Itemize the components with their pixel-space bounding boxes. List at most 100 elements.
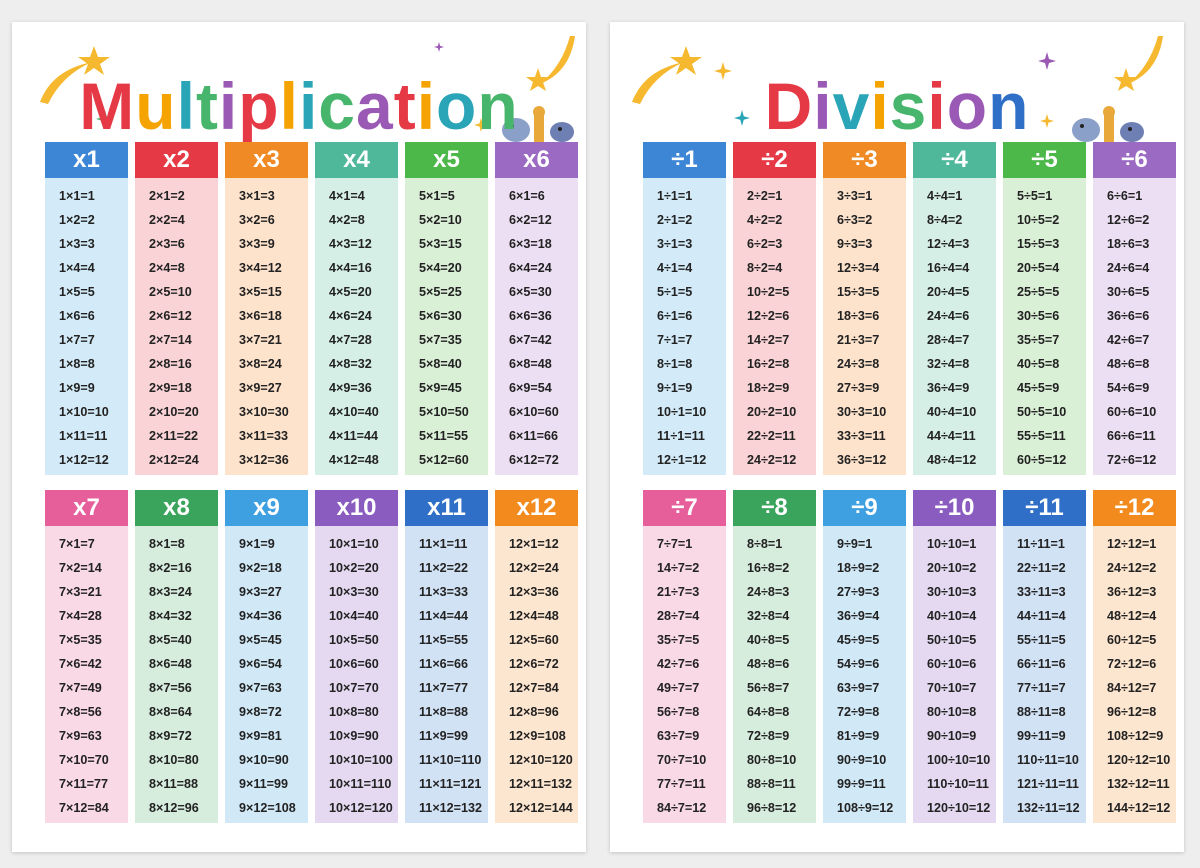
fact-item: 120÷10=12 (927, 801, 991, 815)
fact-item: 16÷4=4 (927, 261, 970, 275)
sparkle-icon (1040, 114, 1054, 128)
fact-item: 15÷3=5 (837, 285, 880, 299)
column-body: 9×1=9 9×2=18 9×3=27 9×4=36 9×5=45 9×6=54 9×7=6… (225, 526, 308, 823)
fact-item: 10÷2=5 (747, 285, 790, 299)
fact-item: 1×1=1 (59, 189, 95, 203)
fact-item: 2×11=22 (149, 429, 199, 443)
fact-item: 12×12=144 (509, 801, 573, 815)
fact-item: 9×4=36 (239, 609, 282, 623)
fact-item: 64÷8=8 (747, 705, 790, 719)
fact-item: 45÷5=9 (1017, 381, 1060, 395)
column-header: ÷7 (643, 490, 726, 526)
fact-item: 56÷8=7 (747, 681, 790, 695)
fact-item: 80÷10=8 (927, 705, 977, 719)
fact-item: 96÷12=8 (1107, 705, 1157, 719)
fact-item: 27÷9=3 (837, 585, 880, 599)
fact-item: 5×8=40 (419, 357, 462, 371)
fact-item: 24÷3=8 (837, 357, 880, 371)
fact-item: 8÷2=4 (747, 261, 783, 275)
fact-item: 81÷9=9 (837, 729, 880, 743)
fact-item: 1×10=10 (59, 405, 109, 419)
fact-item: 12×4=48 (509, 609, 559, 623)
fact-item: 2×3=6 (149, 237, 185, 251)
fact-item: 16÷2=8 (747, 357, 790, 371)
shooting-star-icon (632, 46, 702, 104)
column-header: x3 (225, 142, 308, 178)
fact-item: 10÷5=2 (1017, 213, 1060, 227)
column-body: 8÷8=1 16÷8=2 24÷8=3 32÷8=4 40÷8=5 48÷8=6 56÷8=… (733, 526, 816, 823)
title-letter: D (764, 69, 814, 143)
fact-item: 88÷8=11 (747, 777, 796, 791)
fact-item: 8×12=96 (149, 801, 199, 815)
fact-item: 48÷6=8 (1107, 357, 1150, 371)
fact-item: 6×6=36 (509, 309, 552, 323)
fact-item: 8×9=72 (149, 729, 192, 743)
sparkle-icon (474, 118, 488, 132)
fact-item: 12÷3=4 (837, 261, 880, 275)
shooting-star-icon (40, 46, 110, 104)
title-letter: i (927, 69, 947, 143)
fact-item: 2×1=2 (149, 189, 185, 203)
fact-item: 110÷11=10 (1017, 753, 1079, 767)
sparkle-icon (434, 42, 444, 52)
fact-item: 110÷10=11 (927, 777, 989, 791)
fact-item: 80÷8=10 (747, 753, 797, 767)
fact-item: 3÷3=1 (837, 189, 873, 203)
fact-item: 2÷1=2 (657, 213, 693, 227)
fact-item: 6×3=18 (509, 237, 552, 251)
title-letter: a (356, 69, 394, 143)
fact-item: 30÷3=10 (837, 405, 887, 419)
fact-item: 42÷7=6 (657, 657, 700, 671)
fact-item: 11×6=66 (419, 657, 469, 671)
fact-item: 24÷6=4 (1107, 261, 1150, 275)
multiplication-poster: MultiplicationMultiplication x11×1=11×2=… (12, 22, 586, 852)
fact-item: 1×8=8 (59, 357, 95, 371)
fact-item: 11×7=77 (419, 681, 469, 695)
fact-item: 21÷7=3 (657, 585, 700, 599)
fact-item: 6×11=66 (509, 429, 559, 443)
sparkle-icon (1038, 52, 1056, 70)
fact-item: 4÷2=2 (747, 213, 783, 227)
column-header: ÷9 (823, 490, 906, 526)
column-body: 5×1=5 5×2=10 5×3=15 5×4=20 5×5=25 5×6=30 5×7=3… (405, 178, 488, 475)
fact-item: 48÷4=12 (927, 453, 977, 467)
fact-item: 4×7=28 (329, 333, 372, 347)
fact-item: 7×3=21 (59, 585, 102, 599)
column-header: ÷1 (643, 142, 726, 178)
fact-item: 45÷9=5 (837, 633, 880, 647)
fact-item: 10×4=40 (329, 609, 379, 623)
fact-item: 50÷10=5 (927, 633, 977, 647)
fact-item: 22÷11=2 (1017, 561, 1066, 575)
fact-item: 11×2=22 (419, 561, 469, 575)
fact-item: 6×4=24 (509, 261, 552, 275)
fact-item: 3×11=33 (239, 429, 289, 443)
fact-item: 3×1=3 (239, 189, 275, 203)
title-letter: i (298, 69, 319, 143)
column-body: 5÷5=1 10÷5=2 15÷5=3 20÷5=4 25÷5=5 30÷5=6 35÷5=… (1003, 178, 1086, 475)
sparkle-icon (734, 110, 750, 126)
fact-list: 8×1=8 8×2=16 8×3=24 8×4=32 8×5=40 8×6=48 8×7=5… (135, 526, 218, 820)
fact-item: 18÷6=3 (1107, 237, 1150, 251)
fact-item: 9×2=18 (239, 561, 282, 575)
fact-item: 9×6=54 (239, 657, 282, 671)
fact-item: 20÷5=4 (1017, 261, 1060, 275)
fact-item: 5×2=10 (419, 213, 462, 227)
fact-item: 28÷7=4 (657, 609, 700, 623)
column-header: ÷12 (1093, 490, 1176, 526)
fact-item: 84÷7=12 (657, 801, 707, 815)
fact-item: 8×6=48 (149, 657, 192, 671)
fact-item: 4÷4=1 (927, 189, 963, 203)
fact-item: 6×9=54 (509, 381, 552, 395)
fact-item: 4×6=24 (329, 309, 372, 323)
fact-item: 9÷3=3 (837, 237, 873, 251)
fact-item: 15÷5=3 (1017, 237, 1060, 251)
column-body: 10×1=10 10×2=20 10×3=30 10×4=40 10×5=50 10×6=… (315, 526, 398, 823)
fact-list: 7÷7=1 14÷7=2 21÷7=3 28÷7=4 35÷7=5 42÷7=6 49÷7=… (643, 526, 726, 820)
fact-item: 60÷10=6 (927, 657, 977, 671)
fact-item: 88÷11=8 (1017, 705, 1066, 719)
fact-item: 27÷3=9 (837, 381, 880, 395)
fact-item: 5×4=20 (419, 261, 462, 275)
fact-item: 30÷5=6 (1017, 309, 1060, 323)
fact-item: 3×2=6 (239, 213, 275, 227)
sparkle-icon (714, 62, 732, 80)
